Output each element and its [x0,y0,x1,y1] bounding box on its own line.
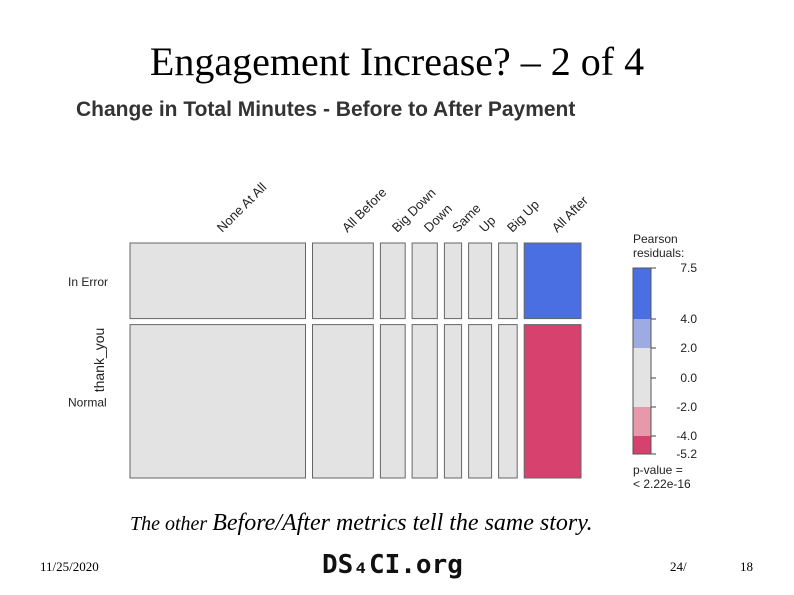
legend-swatch-neutral-lower [633,378,651,407]
slide-caption: The other Before/After metrics tell the … [130,510,593,537]
mosaic-cell-normal-all-after [523,324,582,479]
column-label-all-before: All Before [339,185,389,235]
caption-rest: Before/After metrics tell the same story… [212,510,593,536]
legend-swatch-mid-low [633,407,651,436]
legend-tick-label: -2.0 [676,400,697,414]
mosaic-cell-in-error-all-after [523,242,582,320]
mosaic-cell-in-error-big-down [379,242,406,320]
legend-swatch-mid-high [633,319,651,348]
slide-number: 18 [740,559,753,574]
footer-logo: DS₄CI.org [322,550,463,580]
slide-title: Engagement Increase? – 2 of 4 [149,39,645,84]
legend-tick-label: 4.0 [680,312,697,326]
chart-title: Change in Total Minutes - Before to Afte… [76,98,576,121]
mosaic-cell-normal-big-up [498,324,518,479]
mosaic-cell-normal-big-down [379,324,406,479]
legend-tick-label: -4.0 [676,429,697,443]
column-label-big-up: Big Up [504,197,542,235]
legend-bar-outline [632,267,652,455]
column-label-up: Up [476,213,498,235]
y-axis-label: thank_you [91,328,107,393]
legend-swatch-neutral-upper [633,348,651,378]
footer-date: 11/25/2020 [40,559,99,574]
legend-tick-label: 7.5 [680,261,697,275]
mosaic-cell-in-error-all-before [312,242,374,320]
legend-title-line1: Pearson [633,232,678,246]
mosaic-cell-in-error-big-up [498,242,518,320]
row-label-normal: Normal [68,395,107,409]
legend-swatch-low [633,436,651,454]
legend-title-line2: residuals: [633,246,684,260]
mosaic-cell-in-error-none-at-all [129,242,306,320]
caption-lead: The other [130,513,213,535]
mosaic-cell-normal-none-at-all [129,324,306,479]
legend-tick-label: -5.2 [676,447,697,461]
footer-page: 24/ [670,559,687,574]
mosaic-cell-normal-down [411,324,438,479]
row-label-in-error: In Error [68,275,108,289]
column-label-all-after: All After [549,192,592,235]
legend-tick-label: 2.0 [680,341,697,355]
p-value-label: p-value = [633,463,683,477]
mosaic-cell-in-error-up [468,242,493,320]
mosaic-cell-in-error-down [411,242,438,320]
mosaic-cell-in-error-same [443,242,463,320]
column-label-same: Same [449,200,484,235]
mosaic-cell-normal-up [468,324,493,479]
column-label-none-at-all: None At All [214,179,270,235]
legend-swatch-high [633,268,651,319]
mosaic-cell-normal-same [443,324,463,479]
mosaic-cell-normal-all-before [312,324,374,479]
legend-tick-label: 0.0 [680,371,697,385]
p-value-value: < 2.22e-16 [633,477,691,491]
